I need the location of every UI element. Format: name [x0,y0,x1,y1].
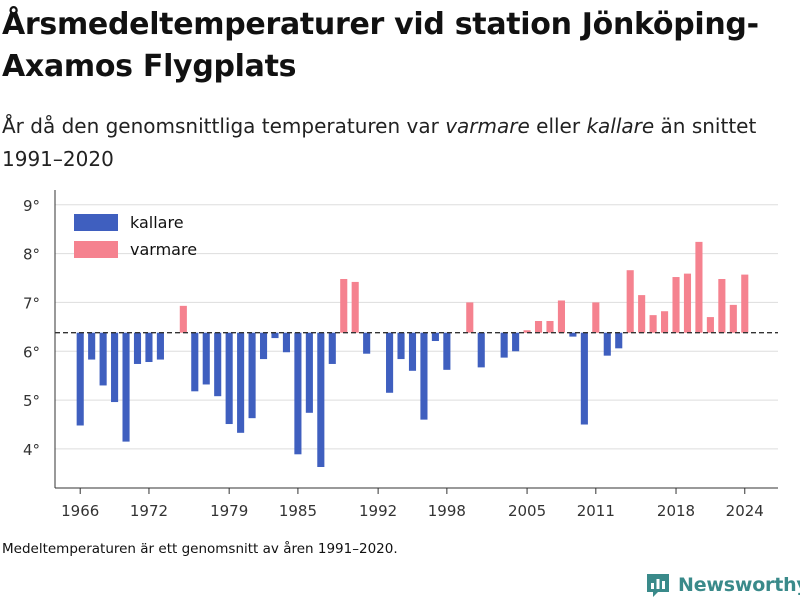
legend-label-varmare: varmare [130,240,197,259]
bar-1985 [294,332,302,455]
legend-swatch-kallare [74,214,118,231]
bar-2007 [546,320,554,333]
bar-1971 [133,332,142,364]
newsworthy-logo: Newsworthy [644,570,800,600]
bar-1970 [122,332,130,442]
logo-text: Newsworthy [678,574,800,596]
bar-2021 [706,317,714,333]
bar-2023 [729,304,737,333]
bar-2020 [695,241,703,333]
bar-1996 [420,332,428,420]
subtitle-part-1: År då den genomsnittliga temperaturen va… [2,114,446,138]
y-tick-label: 4° [23,441,40,459]
y-tick-label: 9° [23,197,40,215]
bar-1993 [386,332,394,393]
bar-2018 [672,277,680,333]
x-tick-label: 1972 [130,502,168,520]
bar-1978 [214,332,222,397]
bar-2024 [741,274,749,333]
bar-1988 [328,332,336,364]
x-tick-label: 1979 [210,502,248,520]
subtitle-part-3: än snittet 1991–2020 [2,114,757,171]
chart-title: Årsmedeltemperaturer vid station Jönköpi… [2,7,759,84]
bar-1997 [431,332,439,342]
bar-2010 [580,332,588,425]
bar-1982 [259,332,268,360]
bar-1998 [443,332,451,370]
bar-2022 [718,278,726,333]
bar-1973 [156,332,164,360]
bar-1969 [111,332,119,403]
bar-1987 [317,332,325,468]
x-tick-label: 1992 [359,502,397,520]
bar-1981 [248,332,256,419]
y-tick-label: 7° [23,294,40,312]
bar-1995 [408,332,417,371]
bar-1980 [237,332,245,433]
bar-1979 [225,332,233,425]
bar-2016 [649,315,657,333]
x-tick-label: 2018 [657,502,695,520]
x-tick-label: 1998 [428,502,466,520]
bar-1977 [202,332,210,385]
bar-2003 [500,332,508,358]
bar-chart-logo-icon [647,574,669,597]
bar-2019 [683,273,692,333]
bar-2001 [477,332,485,368]
bar-2006 [534,320,543,333]
bar-1975 [179,305,187,333]
bar-1966 [76,332,84,426]
bar-1976 [191,332,199,392]
subtitle-part-2: eller [529,114,587,138]
bar-1983 [271,332,279,339]
chart-subtitle: År då den genomsnittliga temperaturen va… [2,110,792,176]
bar-1989 [340,278,348,333]
bar-1968 [99,332,107,386]
bar-2012 [603,332,611,356]
subtitle-cold-word: kallare [586,114,655,138]
bar-1972 [145,332,153,363]
bar-2011 [592,302,600,333]
bar-2013 [615,332,623,349]
bar-1991 [363,332,371,354]
temperature-bar-chart: 4° 5° 6° 7° 8° 9° 1966 1972 1979 1985 1992 1998 2005… [23,190,778,520]
subtitle-warm-word: varmare [445,114,530,138]
y-tick-label: 8° [23,246,40,264]
legend-swatch-varmare [74,241,118,258]
bar-2017 [661,311,669,333]
bar-1986 [305,332,313,413]
x-tick-label: 1966 [61,502,99,520]
y-tick-label: 6° [23,343,40,361]
bar-2004 [512,332,520,352]
bar-2009 [569,332,577,337]
bar-1984 [282,332,291,353]
bar-1967 [88,332,96,360]
x-tick-label: 2011 [577,502,615,520]
bar-2014 [626,270,634,333]
bar-1994 [397,332,405,360]
bar-2005 [523,330,531,333]
x-tick-label: 2024 [726,502,764,520]
bar-2008 [557,300,565,333]
x-tick-label: 1985 [279,502,317,520]
bar-2000 [466,302,474,333]
bar-2015 [638,295,646,333]
y-tick-label: 5° [23,392,40,410]
bar-1990 [351,281,359,333]
legend-label-kallare: kallare [130,213,184,232]
footnote: Medeltemperaturen är ett genomsnitt av å… [2,541,398,557]
x-tick-label: 2005 [508,502,546,520]
